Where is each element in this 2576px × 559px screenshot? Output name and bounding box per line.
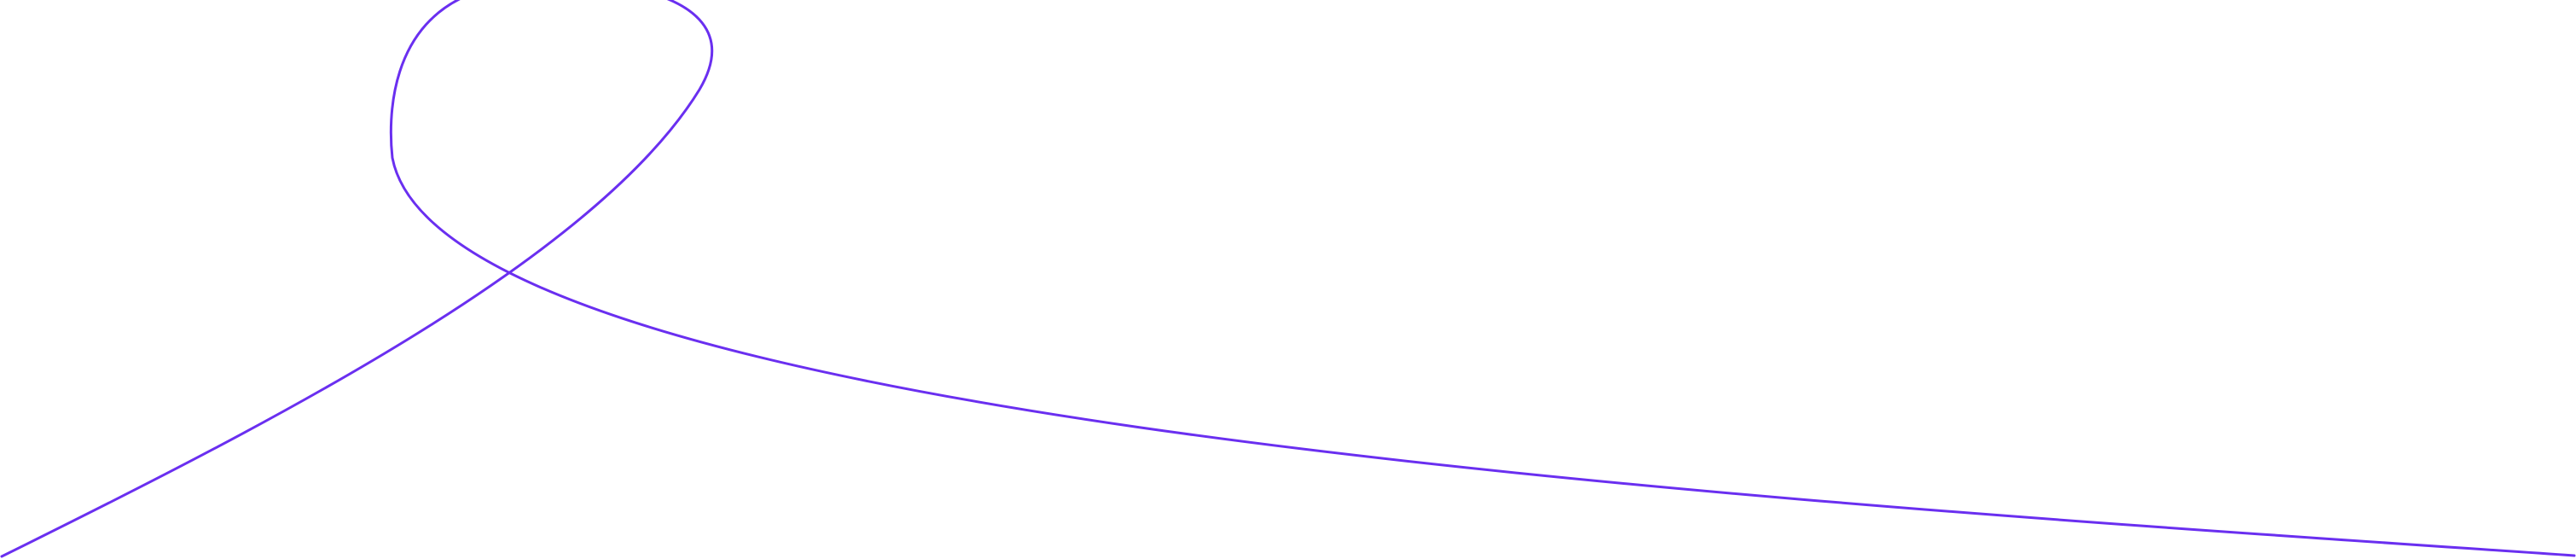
decorative-loop-line-icon	[0, 0, 2576, 558]
page-canvas	[0, 0, 2576, 559]
loop-line-path	[0, 0, 2576, 558]
